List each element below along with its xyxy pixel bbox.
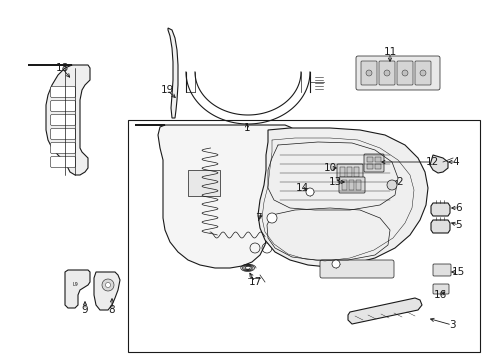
Text: L9: L9 [72, 283, 78, 288]
Text: 12: 12 [425, 157, 438, 167]
Polygon shape [430, 203, 449, 216]
FancyBboxPatch shape [50, 100, 75, 112]
Circle shape [305, 188, 313, 196]
Circle shape [389, 183, 394, 188]
Polygon shape [347, 298, 421, 324]
Bar [128, 120, 479, 352]
Circle shape [419, 70, 425, 76]
Polygon shape [429, 155, 447, 173]
Circle shape [331, 260, 339, 268]
Text: 10: 10 [323, 163, 336, 173]
FancyBboxPatch shape [432, 284, 448, 294]
Text: 17: 17 [248, 277, 261, 287]
Text: 2: 2 [396, 177, 403, 187]
Bar [187, 170, 220, 196]
Text: 1: 1 [243, 123, 250, 133]
FancyBboxPatch shape [50, 114, 75, 126]
FancyBboxPatch shape [355, 56, 439, 90]
Bar [353, 167, 358, 177]
Bar [348, 180, 353, 190]
Polygon shape [28, 65, 90, 175]
Polygon shape [65, 270, 90, 308]
Polygon shape [94, 272, 120, 310]
Circle shape [401, 70, 407, 76]
Circle shape [383, 70, 389, 76]
Text: 19: 19 [160, 85, 173, 95]
Text: 15: 15 [450, 267, 464, 277]
Text: 5: 5 [455, 220, 461, 230]
Text: 16: 16 [432, 290, 446, 300]
Text: 8: 8 [108, 305, 115, 315]
Bar [366, 157, 372, 162]
Text: 4: 4 [452, 157, 458, 167]
Text: 14: 14 [295, 183, 308, 193]
FancyBboxPatch shape [319, 260, 393, 278]
FancyBboxPatch shape [50, 157, 75, 167]
Polygon shape [168, 28, 178, 118]
Text: 9: 9 [81, 305, 88, 315]
Circle shape [266, 213, 276, 223]
Bar [374, 157, 380, 162]
FancyBboxPatch shape [50, 86, 75, 98]
Circle shape [386, 180, 396, 190]
Bar [346, 167, 351, 177]
Text: 13: 13 [328, 177, 341, 187]
FancyBboxPatch shape [396, 61, 412, 85]
Bar [339, 167, 345, 177]
FancyBboxPatch shape [363, 154, 383, 172]
Polygon shape [430, 220, 449, 233]
Text: 6: 6 [455, 203, 461, 213]
Circle shape [105, 283, 110, 288]
Text: 11: 11 [383, 47, 396, 57]
Polygon shape [135, 125, 294, 268]
FancyBboxPatch shape [378, 61, 394, 85]
Polygon shape [258, 128, 427, 267]
Bar [341, 180, 346, 190]
FancyBboxPatch shape [50, 143, 75, 153]
Text: 18: 18 [55, 63, 68, 73]
Text: 7: 7 [254, 213, 261, 223]
FancyBboxPatch shape [414, 61, 430, 85]
FancyBboxPatch shape [336, 164, 362, 180]
Bar [355, 180, 360, 190]
FancyBboxPatch shape [50, 129, 75, 139]
Circle shape [102, 279, 114, 291]
Bar [366, 164, 372, 169]
FancyBboxPatch shape [338, 177, 364, 193]
FancyBboxPatch shape [432, 264, 450, 276]
Circle shape [365, 70, 371, 76]
FancyBboxPatch shape [360, 61, 376, 85]
Text: 3: 3 [448, 320, 454, 330]
Bar [374, 164, 380, 169]
